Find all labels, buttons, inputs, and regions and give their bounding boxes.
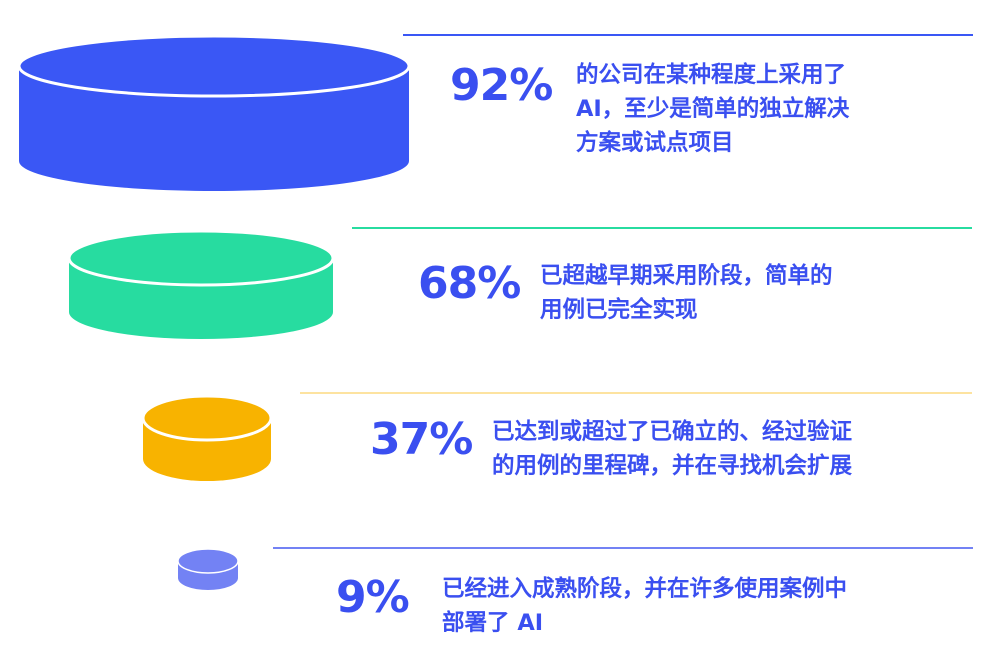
divider-line-68	[352, 227, 972, 229]
description-line: 已达到或超过了已确立的、经过验证	[492, 419, 853, 445]
description-line: 方案或试点项目	[576, 130, 734, 156]
cylinder-top	[177, 548, 239, 574]
divider-line-37	[300, 392, 972, 394]
cylinder-side	[19, 66, 409, 191]
cylinder-top	[67, 229, 335, 287]
cylinder-68	[67, 229, 335, 339]
percentage-92: 92%	[450, 60, 553, 111]
description-68: 已超越早期采用阶段，简单的 用例已完全实现	[540, 259, 833, 327]
description-line: 的公司在某种程度上采用了	[576, 62, 847, 88]
divider-line-92	[403, 34, 973, 36]
divider-line-9	[273, 547, 973, 549]
description-92: 的公司在某种程度上采用了 AI，至少是简单的独立解决 方案或试点项目	[576, 58, 849, 160]
cylinder-37	[141, 394, 273, 481]
cylinder-top	[141, 394, 273, 442]
description-line: AI，至少是简单的独立解决	[576, 96, 850, 122]
description-9: 已经进入成熟阶段，并在许多使用案例中 部署了 AI	[442, 572, 847, 640]
description-line: 已超越早期采用阶段，简单的	[540, 263, 833, 289]
cylinder-9	[177, 548, 239, 590]
description-line: 的用例的里程碑，并在寻找机会扩展	[492, 453, 853, 479]
percentage-9: 9%	[336, 572, 410, 623]
description-37: 已达到或超过了已确立的、经过验证 的用例的里程碑，并在寻找机会扩展	[492, 415, 852, 483]
cylinder-92	[17, 34, 411, 191]
percentage-37: 37%	[370, 414, 473, 465]
description-line: 已经进入成熟阶段，并在许多使用案例中	[442, 576, 848, 602]
cylinder-top	[17, 34, 411, 98]
percentage-68: 68%	[418, 258, 521, 309]
description-line: 部署了 AI	[442, 610, 544, 636]
description-line: 用例已完全实现	[540, 297, 698, 323]
